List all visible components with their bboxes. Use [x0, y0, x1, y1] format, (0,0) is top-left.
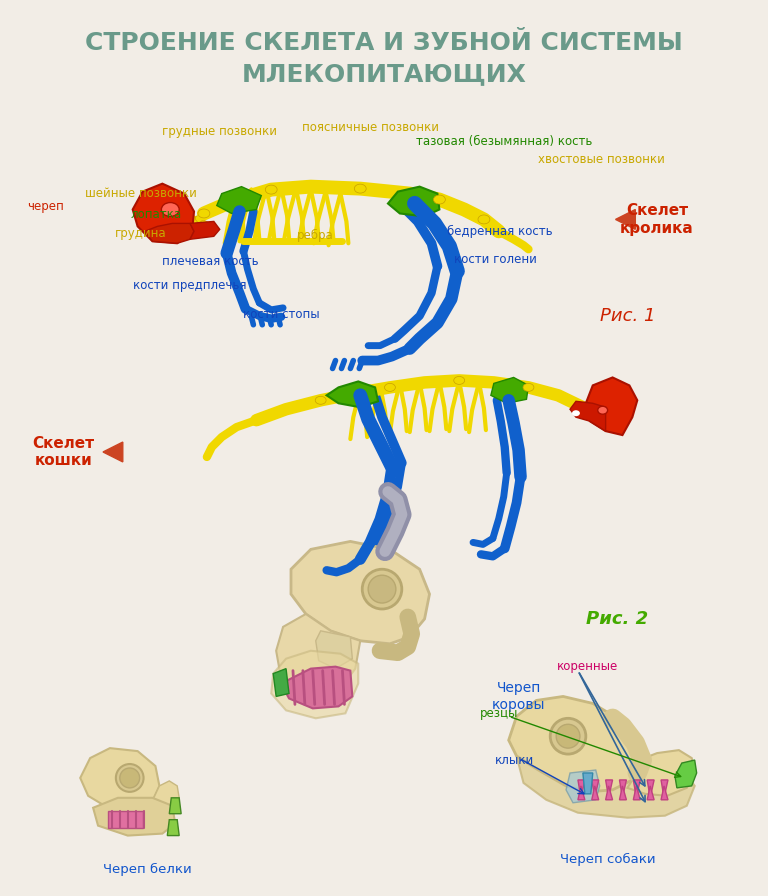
Text: плечевая кость: плечевая кость	[162, 254, 259, 268]
Polygon shape	[647, 780, 654, 797]
Polygon shape	[566, 770, 600, 803]
Text: клыки: клыки	[495, 754, 535, 767]
Polygon shape	[592, 780, 599, 797]
Ellipse shape	[161, 202, 179, 217]
Polygon shape	[93, 797, 175, 836]
Text: Скелет
кролика: Скелет кролика	[621, 203, 694, 236]
Polygon shape	[634, 780, 641, 797]
Polygon shape	[326, 382, 378, 408]
Polygon shape	[144, 223, 194, 244]
Text: лопатка: лопатка	[131, 208, 182, 221]
Ellipse shape	[354, 185, 366, 194]
Polygon shape	[271, 650, 359, 719]
Text: Рис. 1: Рис. 1	[600, 306, 655, 325]
Circle shape	[556, 724, 580, 748]
Ellipse shape	[454, 376, 465, 384]
Text: Череп собаки: Череп собаки	[560, 853, 655, 866]
Polygon shape	[108, 811, 143, 828]
Text: Скелет
кошки: Скелет кошки	[32, 435, 94, 469]
Polygon shape	[620, 786, 627, 800]
Ellipse shape	[195, 216, 204, 223]
Circle shape	[368, 575, 396, 603]
Polygon shape	[508, 696, 639, 792]
Polygon shape	[133, 184, 194, 244]
Ellipse shape	[578, 403, 588, 411]
Polygon shape	[578, 786, 585, 800]
Text: тазовая (безымянная) кость: тазовая (безымянная) кость	[415, 135, 592, 149]
Text: кости стопы: кости стопы	[243, 308, 319, 322]
Ellipse shape	[200, 220, 210, 228]
Text: ребра: ребра	[297, 228, 334, 242]
Polygon shape	[647, 786, 654, 800]
Polygon shape	[153, 781, 179, 815]
Polygon shape	[276, 614, 360, 703]
Ellipse shape	[478, 215, 490, 224]
Polygon shape	[592, 786, 599, 800]
Polygon shape	[583, 773, 593, 794]
Ellipse shape	[523, 383, 534, 392]
Ellipse shape	[265, 185, 277, 194]
Polygon shape	[190, 221, 220, 239]
Polygon shape	[281, 667, 353, 709]
Polygon shape	[517, 740, 695, 818]
Polygon shape	[316, 631, 353, 668]
Polygon shape	[606, 786, 613, 800]
Text: кости голени: кости голени	[454, 253, 537, 266]
Ellipse shape	[315, 396, 326, 404]
Text: Череп
коровы: Череп коровы	[492, 681, 545, 711]
Polygon shape	[620, 780, 627, 797]
Ellipse shape	[598, 406, 607, 414]
Text: хвостовые позвонки: хвостовые позвонки	[538, 153, 665, 167]
Text: кости предплечья: кости предплечья	[133, 279, 247, 291]
Polygon shape	[675, 760, 697, 788]
Polygon shape	[586, 377, 637, 435]
Text: бедренная кость: бедренная кость	[447, 225, 553, 238]
Ellipse shape	[572, 410, 580, 417]
Circle shape	[362, 569, 402, 609]
Text: поясничные позвонки: поясничные позвонки	[302, 122, 439, 134]
Polygon shape	[169, 797, 181, 814]
Text: коренные: коренные	[558, 660, 618, 673]
Polygon shape	[103, 442, 123, 462]
Polygon shape	[388, 186, 439, 217]
Text: череп: череп	[27, 200, 64, 213]
Circle shape	[550, 719, 586, 754]
Polygon shape	[217, 186, 261, 213]
Ellipse shape	[433, 195, 445, 204]
Text: резцы: резцы	[479, 707, 518, 719]
Polygon shape	[80, 748, 160, 811]
Ellipse shape	[205, 226, 214, 233]
Circle shape	[120, 768, 140, 788]
Text: грудные позвонки: грудные позвонки	[162, 125, 277, 139]
Polygon shape	[291, 541, 429, 644]
Polygon shape	[634, 786, 641, 800]
Circle shape	[116, 764, 144, 792]
Polygon shape	[167, 820, 179, 836]
Text: грудина: грудина	[115, 227, 167, 240]
Ellipse shape	[198, 209, 210, 218]
Polygon shape	[615, 210, 635, 229]
Text: шейные позвонки: шейные позвонки	[85, 187, 197, 200]
Text: Рис. 2: Рис. 2	[587, 610, 648, 628]
Polygon shape	[661, 780, 668, 797]
Text: МЛЕКОПИТАЮЩИХ: МЛЕКОПИТАЮЩИХ	[242, 63, 526, 86]
Polygon shape	[606, 780, 613, 797]
Polygon shape	[627, 750, 695, 796]
Text: СТРОЕНИЕ СКЕЛЕТА И ЗУБНОЙ СИСТЕМЫ: СТРОЕНИЕ СКЕЛЕТА И ЗУБНОЙ СИСТЕМЫ	[85, 30, 683, 55]
Polygon shape	[578, 780, 585, 797]
Polygon shape	[273, 668, 289, 696]
Text: Череп белки: Череп белки	[103, 863, 192, 876]
Polygon shape	[661, 786, 668, 800]
Polygon shape	[491, 377, 528, 403]
Polygon shape	[570, 401, 606, 431]
Ellipse shape	[385, 383, 396, 392]
